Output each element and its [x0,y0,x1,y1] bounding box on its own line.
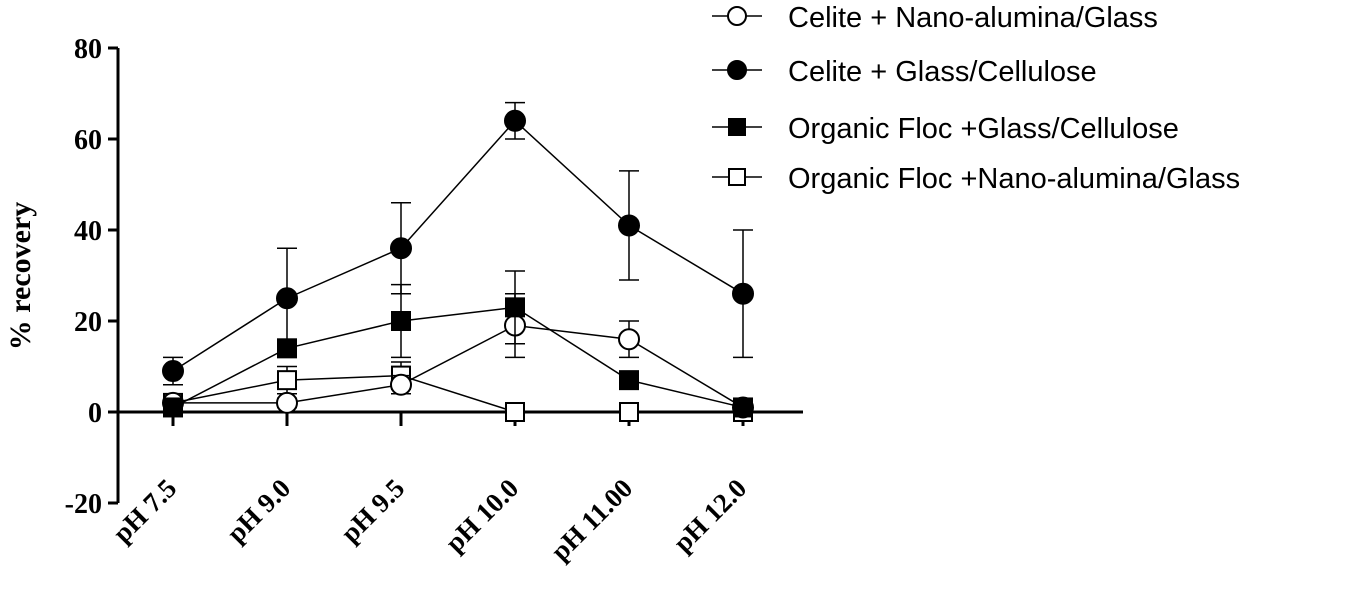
legend-marker [728,168,746,186]
legend-label: Celite + Glass/Cellulose [788,56,1097,88]
x-tick-label: pH 9.5 [335,473,410,548]
series-2 [163,270,753,418]
legend-marker [727,60,747,80]
data-point [618,214,640,237]
x-tick-label: pH 9.0 [221,473,296,548]
x-tick-label: pH 12.0 [667,473,752,558]
legend-item-1: Celite + Glass/Cellulose [712,56,1097,88]
data-point [277,370,297,391]
data-point [390,237,412,260]
legend-label: Organic Floc +Glass/Cellulose [788,113,1179,145]
legend-label: Celite + Nano-alumina/Glass [788,2,1158,34]
plot-area [162,101,754,422]
y-tick-label: 0 [88,398,102,429]
legend-label: Organic Floc +Nano-alumina/Glass [788,163,1240,195]
data-point [619,402,639,422]
legend-marker [728,118,746,136]
data-point [732,282,754,305]
data-point [276,391,298,414]
series-line [172,119,744,372]
series-line [172,374,743,413]
legend-marker [727,6,747,26]
series-1 [162,101,754,386]
x-tick-label: pH 11.00 [545,473,638,566]
data-point [505,297,525,318]
data-point [276,287,298,310]
data-point [618,328,640,351]
y-tick-label: 20 [74,307,102,338]
series-line [172,306,744,409]
data-point [504,109,526,132]
legend-item-2: Organic Floc +Glass/Cellulose [712,113,1179,145]
y-tick-label: -20 [65,489,102,520]
x-tick-label: pH 10.0 [439,473,524,558]
y-tick-label: 60 [74,125,102,156]
series-0 [162,292,754,419]
data-point [163,397,183,418]
legend: Celite + Nano-alumina/Glass Celite + Glas… [712,2,1240,195]
data-point [390,373,412,396]
data-point [619,370,639,391]
data-point [391,311,411,331]
y-tick-label: 40 [74,216,102,247]
y-tick-label: 80 [74,34,102,65]
data-point [505,402,525,422]
legend-item-0: Celite + Nano-alumina/Glass [712,2,1158,34]
y-axis-title: % recovery [4,202,37,351]
series-line [173,324,744,409]
legend-item-3: Organic Floc +Nano-alumina/Glass [712,163,1240,195]
data-point [162,360,184,383]
data-point [733,397,753,418]
